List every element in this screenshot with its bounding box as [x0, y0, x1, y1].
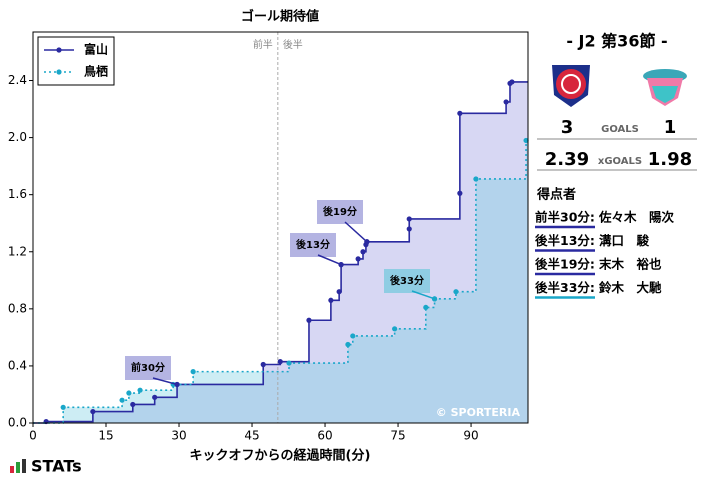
x-tick-label: 90 [463, 429, 478, 443]
y-tick-label: 2.4 [8, 73, 27, 87]
data-point [355, 256, 361, 262]
annotation-arrow [344, 221, 368, 243]
scorer-time: 前半30分: [535, 210, 595, 225]
data-point [190, 369, 196, 375]
annotation-label: 後13分 [296, 238, 330, 251]
scorer-time: 後半33分: [535, 280, 595, 295]
legend-swatch [56, 69, 62, 75]
y-tick-label: 0.8 [8, 301, 27, 315]
data-point [406, 216, 412, 222]
data-point [152, 394, 158, 400]
x-tick-label: 75 [390, 429, 405, 443]
x-tick-label: 45 [244, 429, 259, 443]
scorers-title: 得点者 [536, 187, 576, 203]
area [33, 140, 528, 423]
area [33, 81, 528, 424]
data-point [457, 190, 463, 196]
legend-swatch [56, 47, 62, 53]
data-point [60, 404, 66, 410]
data-point [503, 99, 509, 105]
data-point [119, 397, 125, 403]
brand-icon [10, 459, 26, 473]
legend-box [37, 36, 115, 86]
x-tick-label: 0 [29, 429, 37, 443]
watermark: © SPORTERIA [436, 406, 521, 419]
x-tick-label: 60 [317, 429, 332, 443]
annotation-arrow [317, 254, 342, 266]
annotation-label: 後33分 [390, 274, 424, 287]
legend-label: 鳥栖 [84, 64, 108, 79]
chart-title: ゴール期待値 [241, 9, 319, 25]
annotation-point [338, 262, 344, 268]
home-goals: 3 [561, 117, 574, 138]
data-point [350, 333, 356, 339]
y-tick-label: 0.0 [8, 416, 27, 430]
home-logo [552, 65, 590, 107]
data-point [90, 408, 96, 415]
annotation-point [431, 296, 438, 302]
data-point [360, 249, 366, 255]
y-tick-label: 1.6 [8, 187, 27, 201]
plot-frame [32, 31, 529, 424]
annotation-label: 前30分 [131, 361, 165, 374]
match-title: - J2 第36節 - [566, 32, 667, 51]
data-point [336, 289, 342, 295]
data-point [130, 401, 136, 408]
data-point [453, 289, 459, 295]
annotation-box [290, 233, 336, 257]
scorer-time: 後半19分: [535, 257, 595, 272]
goals-label: GOALS [601, 124, 639, 135]
annotation-box [384, 269, 430, 293]
data-point [306, 317, 312, 323]
data-point [509, 79, 515, 85]
x-tick-label: 30 [171, 429, 186, 443]
home-xgoals: 2.39 [545, 149, 589, 170]
data-point [277, 359, 283, 365]
away-xgoals: 1.98 [648, 149, 692, 170]
data-point [523, 137, 529, 144]
away-logo [643, 69, 687, 106]
data-point [423, 304, 429, 311]
annotation-label: 後19分 [323, 205, 357, 218]
scorer-name: 末木 裕也 [598, 257, 662, 272]
away-goals: 1 [664, 117, 677, 138]
legend-label: 富山 [84, 42, 108, 57]
data-point [406, 226, 412, 232]
scorer-name: 佐々木 陽次 [598, 210, 675, 225]
halftime-label: 前半 [253, 38, 273, 51]
step-line [33, 81, 528, 424]
data-point [260, 361, 266, 368]
annotation-point [364, 239, 370, 245]
annotation-point [174, 381, 180, 388]
data-point [328, 297, 334, 303]
data-point [286, 360, 292, 366]
scorer-name: 鈴木 大馳 [599, 280, 662, 295]
data-point [137, 387, 143, 393]
annotation-box [317, 200, 363, 224]
brand: STATs [31, 457, 82, 476]
data-point [345, 341, 351, 348]
data-point [473, 176, 479, 182]
y-tick-label: 1.2 [8, 244, 27, 258]
annotation-box [125, 356, 171, 380]
halftime-label: 後半 [283, 38, 303, 51]
annotation-arrow [411, 290, 435, 300]
y-tick-label: 0.4 [8, 358, 27, 372]
xgoals-label: xGOALS [598, 156, 642, 167]
annotation-arrow [152, 377, 178, 386]
scorer-name: 溝口 駿 [599, 233, 650, 248]
y-tick-label: 2.0 [8, 130, 27, 144]
x-tick-label: 15 [98, 429, 113, 443]
plot-area [33, 81, 528, 424]
data-point [392, 326, 398, 332]
data-point [126, 390, 132, 396]
data-point [457, 110, 463, 116]
scorer-time: 後半13分: [535, 233, 595, 248]
x-axis-label: キックオフからの経過時間(分) [190, 448, 371, 464]
